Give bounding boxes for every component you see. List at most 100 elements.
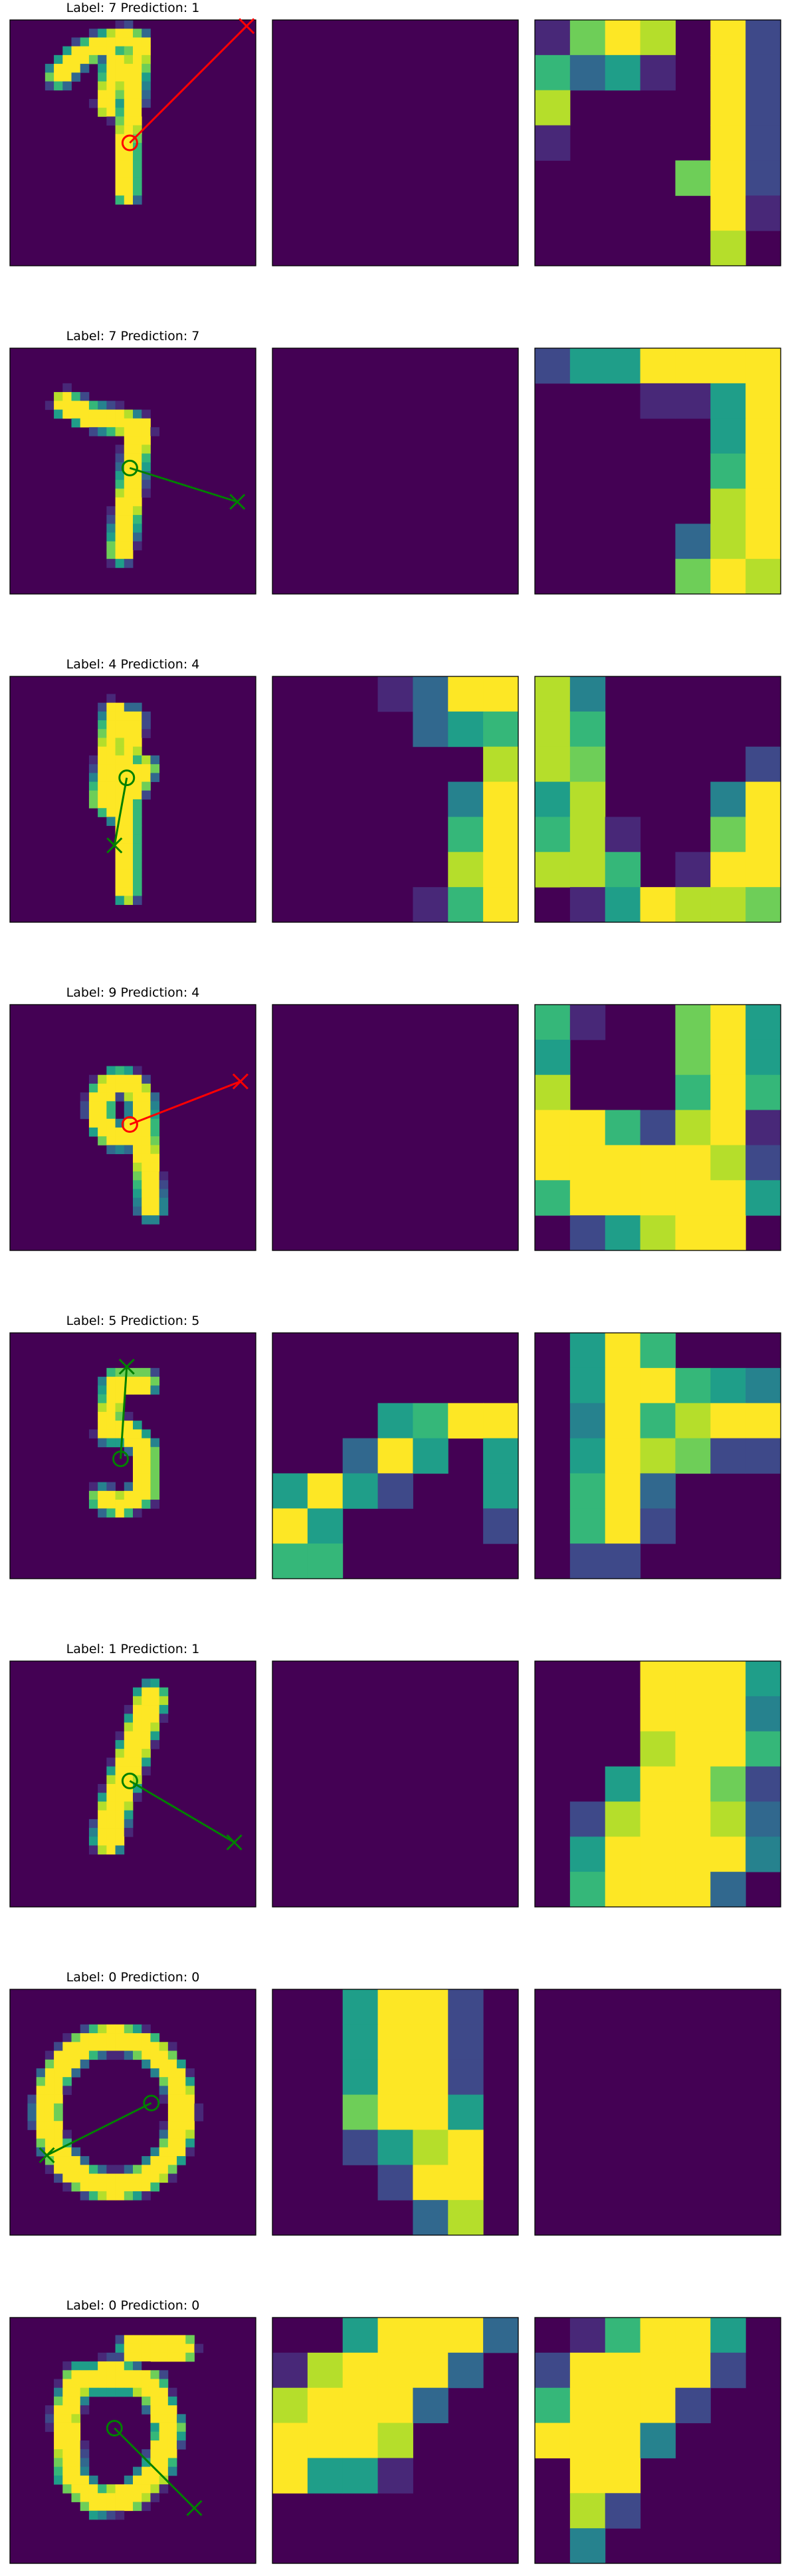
pixel bbox=[124, 436, 134, 445]
pixel bbox=[80, 2493, 90, 2502]
pixel bbox=[98, 1101, 107, 1110]
pixel bbox=[124, 1145, 134, 1155]
pixel bbox=[71, 2379, 81, 2389]
pixel bbox=[80, 2502, 90, 2512]
feature-cell bbox=[640, 348, 676, 384]
pixel bbox=[133, 151, 142, 161]
pixel bbox=[150, 1215, 160, 1225]
pixel bbox=[124, 860, 134, 870]
pixel bbox=[54, 2059, 63, 2069]
pixel bbox=[150, 2335, 160, 2345]
pixel bbox=[106, 2024, 116, 2034]
feature-cell bbox=[745, 383, 781, 419]
feature-cell bbox=[377, 2024, 413, 2060]
pixel bbox=[133, 1367, 142, 1377]
pixel bbox=[142, 2361, 151, 2371]
feature-cell bbox=[640, 1215, 676, 1251]
feature-cell bbox=[605, 54, 641, 91]
pixel bbox=[71, 409, 81, 419]
pixel bbox=[124, 852, 134, 861]
feature-cell bbox=[605, 2423, 641, 2458]
pixel bbox=[80, 64, 90, 73]
pixel bbox=[167, 2086, 177, 2095]
pixel bbox=[124, 1810, 134, 1820]
pixel bbox=[62, 2431, 72, 2441]
pixel bbox=[106, 1145, 116, 1155]
pixel bbox=[167, 2042, 177, 2051]
pixel bbox=[106, 2352, 116, 2362]
pixel bbox=[150, 2042, 160, 2051]
feature-cell bbox=[605, 1836, 641, 1872]
feature-cell bbox=[710, 1696, 746, 1732]
pixel bbox=[98, 808, 107, 817]
pixel bbox=[124, 187, 134, 196]
pixel bbox=[133, 1162, 142, 1172]
pixel bbox=[71, 2173, 81, 2183]
pixel bbox=[36, 2086, 46, 2095]
pixel bbox=[133, 1171, 142, 1181]
pixel bbox=[124, 1731, 134, 1741]
pixel bbox=[133, 195, 142, 205]
pixel bbox=[115, 1784, 125, 1793]
pixel bbox=[142, 1687, 151, 1697]
feature-cell bbox=[535, 1074, 571, 1111]
pixel bbox=[177, 2112, 186, 2122]
pixel bbox=[133, 81, 142, 91]
pixel bbox=[124, 1438, 134, 1448]
pixel bbox=[142, 1180, 151, 1189]
pixel bbox=[133, 2370, 142, 2379]
pixel bbox=[115, 1508, 125, 1518]
pixel bbox=[133, 541, 142, 551]
pixel bbox=[167, 2449, 177, 2458]
feature-cell bbox=[569, 1180, 606, 1216]
start-circle-marker bbox=[121, 134, 138, 151]
feature-cell bbox=[675, 1731, 711, 1767]
pixel bbox=[115, 790, 125, 800]
pixel bbox=[124, 711, 134, 721]
pixel bbox=[159, 2484, 169, 2494]
pixel bbox=[133, 72, 142, 82]
pixel bbox=[106, 781, 116, 791]
feature-cell bbox=[413, 2318, 448, 2353]
feature-cell bbox=[675, 852, 711, 888]
pixel bbox=[80, 2165, 90, 2174]
pixel bbox=[115, 116, 125, 126]
pixel bbox=[159, 2094, 169, 2104]
pixel bbox=[54, 2077, 63, 2086]
pixel bbox=[106, 401, 116, 410]
pixel bbox=[115, 480, 125, 489]
feature-cell bbox=[640, 1180, 676, 1216]
pixel bbox=[62, 383, 72, 393]
pixel bbox=[142, 1128, 151, 1137]
pixel bbox=[98, 1385, 107, 1395]
feature-cell bbox=[710, 418, 746, 454]
pixel bbox=[159, 2458, 169, 2468]
pixel bbox=[150, 2414, 160, 2423]
end-cross-marker bbox=[229, 494, 246, 510]
example-row: Label: 7 Prediction: 1 bbox=[9, 1, 781, 266]
pixel bbox=[124, 1500, 134, 1509]
pixel bbox=[115, 1083, 125, 1093]
pixel bbox=[150, 1714, 160, 1723]
feature-cell bbox=[675, 1872, 711, 1908]
feature-cell bbox=[448, 1989, 484, 2025]
feature-cell bbox=[413, 887, 448, 923]
start-circle-marker bbox=[121, 459, 138, 476]
feature-cell bbox=[569, 676, 606, 712]
feature-cell bbox=[675, 2352, 711, 2389]
feature-cell bbox=[605, 1180, 641, 1216]
feature-cell bbox=[569, 1333, 606, 1369]
pixel bbox=[167, 2343, 177, 2353]
pixel bbox=[177, 2138, 186, 2148]
feature-cell bbox=[710, 1005, 746, 1040]
feature-cell bbox=[675, 1145, 711, 1181]
feature-cell bbox=[342, 2458, 379, 2494]
feature-cell bbox=[675, 383, 711, 419]
pixel bbox=[124, 445, 134, 454]
feature-cell bbox=[413, 711, 448, 747]
feature-cell bbox=[605, 2493, 641, 2529]
pixel bbox=[115, 1403, 125, 1413]
pixel bbox=[115, 1136, 125, 1145]
pixel bbox=[115, 418, 125, 428]
digit-panel bbox=[9, 18, 256, 266]
